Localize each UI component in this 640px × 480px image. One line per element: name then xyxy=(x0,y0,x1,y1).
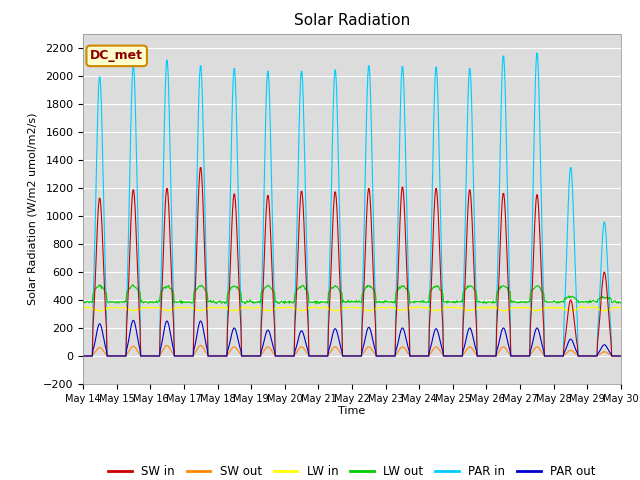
Line: LW in: LW in xyxy=(83,307,621,311)
SW out xyxy=(438,351,446,357)
SW in xyxy=(269,280,276,286)
SW in xyxy=(617,353,625,359)
SW out xyxy=(79,353,87,359)
LW in xyxy=(241,304,249,310)
Line: SW in: SW in xyxy=(83,168,621,356)
PAR out xyxy=(617,353,625,359)
LW out xyxy=(269,287,276,293)
LW in xyxy=(288,305,296,311)
SW out xyxy=(269,349,276,355)
PAR in xyxy=(79,353,87,359)
LW out xyxy=(617,300,625,306)
PAR in xyxy=(408,353,415,359)
LW in xyxy=(617,305,625,311)
LW in xyxy=(500,308,508,314)
LW out xyxy=(129,282,137,288)
PAR in xyxy=(268,191,276,196)
Legend: SW in, SW out, LW in, LW out, PAR in, PAR out: SW in, SW out, LW in, LW out, PAR in, PA… xyxy=(104,461,600,480)
PAR in xyxy=(533,50,541,56)
LW out xyxy=(143,299,151,305)
Title: Solar Radiation: Solar Radiation xyxy=(294,13,410,28)
SW in xyxy=(79,353,87,359)
PAR out xyxy=(408,353,416,359)
PAR out xyxy=(129,317,137,323)
LW out xyxy=(242,300,250,306)
LW in xyxy=(143,304,150,310)
LW in xyxy=(268,308,276,313)
PAR out xyxy=(143,353,151,359)
SW out xyxy=(617,353,625,359)
LW in xyxy=(593,304,601,310)
LW out xyxy=(79,299,87,305)
PAR in xyxy=(143,353,150,359)
PAR out xyxy=(269,341,276,347)
SW out xyxy=(163,343,170,348)
LW in xyxy=(438,308,445,313)
PAR out xyxy=(438,346,446,352)
Y-axis label: Solar Radiation (W/m2 umol/m2/s): Solar Radiation (W/m2 umol/m2/s) xyxy=(28,112,37,305)
PAR out xyxy=(79,353,87,359)
PAR in xyxy=(288,353,296,359)
SW out xyxy=(143,353,150,359)
Line: LW out: LW out xyxy=(83,285,621,304)
SW in xyxy=(408,353,416,359)
SW out xyxy=(289,353,296,359)
SW in xyxy=(438,310,446,315)
Line: PAR in: PAR in xyxy=(83,53,621,356)
SW in xyxy=(289,353,296,359)
PAR in xyxy=(438,252,445,258)
X-axis label: Time: Time xyxy=(339,407,365,417)
PAR out xyxy=(242,353,250,359)
PAR in xyxy=(241,353,249,359)
Text: DC_met: DC_met xyxy=(90,49,143,62)
Line: PAR out: PAR out xyxy=(83,320,621,356)
LW out xyxy=(439,291,447,297)
LW out xyxy=(289,300,296,306)
LW in xyxy=(408,305,415,311)
PAR out xyxy=(289,353,296,359)
SW in xyxy=(242,353,250,359)
LW out xyxy=(312,301,320,307)
Line: SW out: SW out xyxy=(83,346,621,356)
SW out xyxy=(408,353,416,359)
PAR in xyxy=(617,353,625,359)
LW out xyxy=(409,300,417,305)
SW in xyxy=(143,353,150,359)
SW in xyxy=(196,165,204,170)
SW out xyxy=(242,353,250,359)
LW in xyxy=(79,304,87,310)
